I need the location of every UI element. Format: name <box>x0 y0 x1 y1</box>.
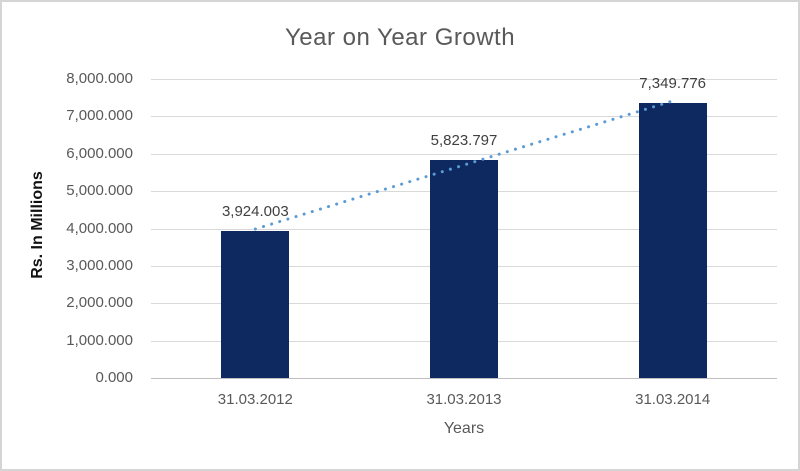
data-label: 5,823.797 <box>430 132 498 150</box>
x-tick-label: 31.03.2012 <box>217 391 293 408</box>
bar <box>430 160 498 378</box>
y-tick-label: 2,000.000 <box>66 294 133 311</box>
y-tick-label: 7,000.000 <box>66 107 133 124</box>
x-tick-label: 31.03.2013 <box>426 391 502 408</box>
y-tick-label: 6,000.000 <box>66 145 133 162</box>
x-axis-line <box>151 378 777 379</box>
x-tick-label: 31.03.2014 <box>635 391 711 408</box>
gridline <box>151 79 777 80</box>
y-tick-label: 5,000.000 <box>66 182 133 199</box>
y-tick-label: 3,000.000 <box>66 257 133 274</box>
y-tick-label: 1,000.000 <box>66 332 133 349</box>
x-axis-title: Years <box>443 420 485 437</box>
data-label: 7,349.776 <box>639 75 707 93</box>
bar <box>638 103 707 378</box>
chart-title: Year on Year Growth <box>284 24 516 51</box>
y-tick-label: 0.000 <box>95 369 133 386</box>
y-tick-label: 4,000.000 <box>66 220 133 237</box>
bar <box>221 231 290 378</box>
data-label: 3,924.003 <box>221 203 289 221</box>
y-tick-label: 8,000.000 <box>66 70 133 87</box>
